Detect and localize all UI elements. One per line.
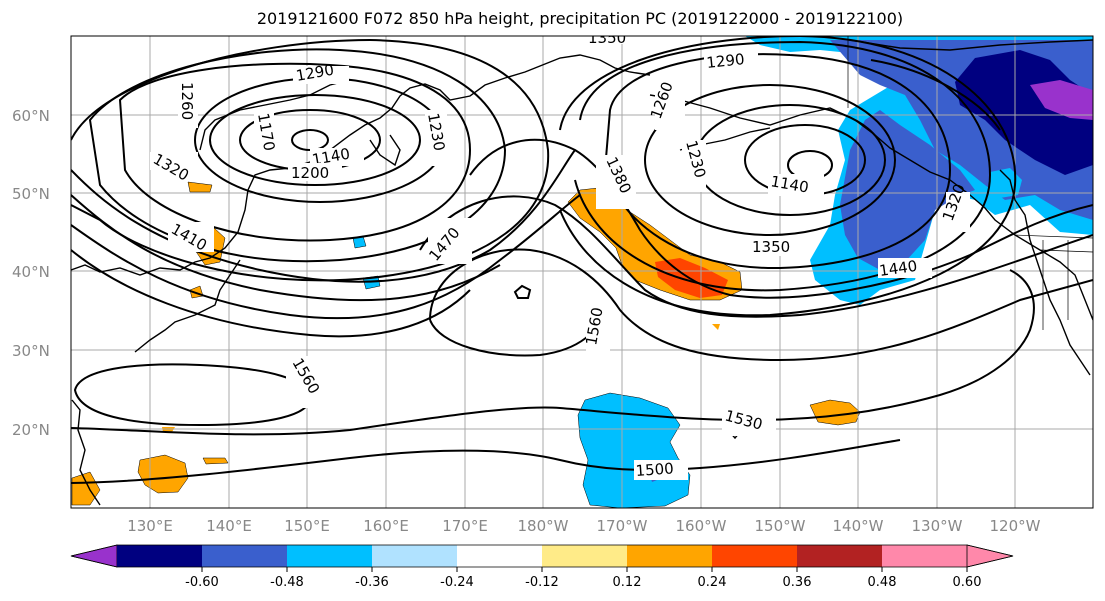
lat-label: 40°N — [12, 263, 50, 281]
lat-label: 20°N — [12, 421, 50, 439]
colorbar-tick-label: 0.48 — [868, 575, 897, 590]
negative-precip-region-northeast — [745, 36, 1093, 305]
colorbar-tick-label: -0.60 — [185, 575, 219, 590]
colorbar-swatch — [882, 545, 967, 567]
lat-label: 60°N — [12, 107, 50, 125]
lon-label: 170°W — [597, 517, 648, 535]
colorbar-tick-label: 0.60 — [953, 575, 982, 590]
lat-label: 50°N — [12, 185, 50, 203]
contour-label: 1350 — [752, 238, 790, 256]
colorbar-swatch — [712, 545, 797, 567]
contour-label: 1260 — [178, 82, 196, 120]
colorbar-swatch — [117, 545, 202, 567]
lon-label: 150°W — [755, 517, 806, 535]
contour-label: 1350 — [588, 29, 626, 47]
lon-label: 140°W — [833, 517, 884, 535]
colorbar-ticks — [201, 567, 968, 572]
lat-label: 30°N — [12, 342, 50, 360]
colorbar-swatch — [202, 545, 287, 567]
colorbar-swatch — [627, 545, 712, 567]
colorbar-tick-label: -0.24 — [440, 575, 474, 590]
lon-label: 170°E — [442, 517, 488, 535]
lon-label: 160°E — [363, 517, 409, 535]
map-title: 2019121600 F072 850 hPa height, precipit… — [256, 9, 904, 28]
contour-label: 1200 — [291, 164, 329, 182]
contour-label: 1500 — [635, 459, 674, 480]
lon-label: 140°E — [206, 517, 252, 535]
colorbar-tick-label: 0.24 — [698, 575, 727, 590]
colorbar-swatch — [457, 545, 542, 567]
colorbar-tick-label: -0.12 — [525, 575, 559, 590]
colorbar-tick-label: 0.12 — [613, 575, 642, 590]
colorbar: -0.60 -0.48 -0.36 -0.24 -0.12 0.12 0.24 … — [70, 544, 1014, 590]
colorbar-swatch — [372, 545, 457, 567]
lon-label: 180°W — [518, 517, 569, 535]
colorbar-tick-label: 0.36 — [783, 575, 812, 590]
colorbar-tick-label: -0.36 — [355, 575, 389, 590]
contour-label: 1290 — [706, 50, 746, 72]
colorbar-swatch — [542, 545, 627, 567]
longitude-axis: 130°E 140°E 150°E 160°E 170°E 180°W 170°… — [127, 517, 1040, 535]
contour-label: 1440 — [878, 257, 918, 280]
map-area: 1290 1260 1170 1140 1200 1320 1230 1290 … — [71, 29, 1093, 508]
latitude-axis: 60°N 50°N 40°N 30°N 20°N — [12, 107, 50, 439]
contour-label-group: 1290 1260 1170 1140 1200 1320 1230 1290 … — [150, 29, 970, 480]
colorbar-tick-label: -0.48 — [270, 575, 304, 590]
lon-label: 120°W — [990, 517, 1041, 535]
lon-label: 130°E — [127, 517, 173, 535]
colorbar-swatch — [797, 545, 882, 567]
colorbar-swatch — [287, 545, 372, 567]
lon-label: 160°W — [676, 517, 727, 535]
colorbar-swatch — [70, 544, 118, 568]
lon-label: 130°W — [912, 517, 963, 535]
map-frame — [70, 35, 1094, 509]
lon-label: 150°E — [284, 517, 330, 535]
colorbar-outline — [70, 544, 1014, 568]
colorbar-swatch — [966, 544, 1014, 568]
